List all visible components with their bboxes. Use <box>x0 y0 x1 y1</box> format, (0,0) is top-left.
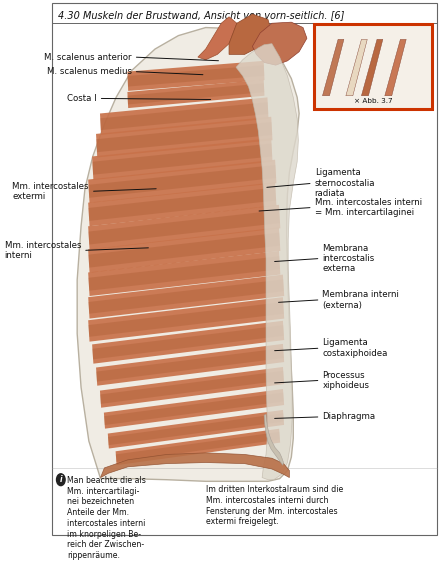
Circle shape <box>56 474 65 486</box>
Polygon shape <box>88 160 276 203</box>
Polygon shape <box>100 453 290 478</box>
Text: Costa I: Costa I <box>67 94 97 103</box>
Text: Membrana interni
(externa): Membrana interni (externa) <box>323 290 400 309</box>
Polygon shape <box>385 39 406 96</box>
Polygon shape <box>264 414 283 465</box>
Polygon shape <box>116 429 280 465</box>
Polygon shape <box>323 39 344 96</box>
Text: Man beachte die als
Mm. intercartilagi-
nei bezeichneten
Anteile der Mm.
interco: Man beachte die als Mm. intercartilagi- … <box>67 476 146 560</box>
Polygon shape <box>92 138 272 180</box>
Polygon shape <box>88 165 276 198</box>
Polygon shape <box>100 102 268 130</box>
Polygon shape <box>77 27 299 481</box>
FancyBboxPatch shape <box>314 24 432 109</box>
Polygon shape <box>88 182 276 226</box>
Polygon shape <box>100 97 268 135</box>
Polygon shape <box>88 302 284 337</box>
Text: × Abb. 3.7: × Abb. 3.7 <box>354 98 392 104</box>
Text: Processus
xiphoideus: Processus xiphoideus <box>323 371 370 390</box>
Text: M. scalenus medius: M. scalenus medius <box>47 67 132 76</box>
Polygon shape <box>88 210 280 244</box>
Polygon shape <box>236 43 298 480</box>
Text: 4.30 Muskeln der Brustwand, Ansicht von vorn-seitlich. [6]: 4.30 Muskeln der Brustwand, Ansicht von … <box>58 10 344 19</box>
Text: Membrana
intercostalis
externa: Membrana intercostalis externa <box>323 244 375 273</box>
Polygon shape <box>108 414 284 445</box>
Text: Ligamenta
sternocostalia
radiata: Ligamenta sternocostalia radiata <box>315 168 375 198</box>
Polygon shape <box>88 233 280 268</box>
Polygon shape <box>88 275 284 319</box>
Text: Diaphragma: Diaphragma <box>323 412 376 422</box>
Text: i: i <box>59 475 62 484</box>
Polygon shape <box>88 188 276 221</box>
Polygon shape <box>96 122 272 152</box>
Polygon shape <box>116 432 280 462</box>
Text: Mm. intercostales
interni: Mm. intercostales interni <box>4 241 81 260</box>
Polygon shape <box>128 65 264 86</box>
Polygon shape <box>100 371 284 404</box>
Text: Mm. intercostales
extermi: Mm. intercostales extermi <box>12 182 89 201</box>
Polygon shape <box>88 256 280 291</box>
Polygon shape <box>104 392 284 425</box>
Polygon shape <box>346 39 367 96</box>
Polygon shape <box>104 389 284 428</box>
Text: Mm. intercostales interni
= Mm. intercartilaginei: Mm. intercostales interni = Mm. intercar… <box>315 198 422 217</box>
Polygon shape <box>88 205 280 250</box>
Polygon shape <box>88 251 280 296</box>
Polygon shape <box>108 410 284 448</box>
Polygon shape <box>229 14 272 54</box>
Polygon shape <box>92 144 272 174</box>
Polygon shape <box>92 321 284 364</box>
Polygon shape <box>128 61 264 91</box>
Text: M. scalenus anterior: M. scalenus anterior <box>44 53 132 62</box>
Polygon shape <box>96 344 284 386</box>
Polygon shape <box>92 325 284 359</box>
Polygon shape <box>253 22 307 65</box>
Text: Ligamenta
costaxiphoidea: Ligamenta costaxiphoidea <box>323 339 388 358</box>
Polygon shape <box>198 17 237 59</box>
Polygon shape <box>96 117 272 157</box>
Polygon shape <box>88 227 280 273</box>
Polygon shape <box>88 280 284 314</box>
Polygon shape <box>128 80 264 108</box>
Polygon shape <box>128 84 264 105</box>
Polygon shape <box>88 297 284 341</box>
Polygon shape <box>100 367 284 408</box>
Text: Im dritten Interkostalraum sind die
Mm. intercostales interni durch
Fensterung d: Im dritten Interkostalraum sind die Mm. … <box>205 485 343 526</box>
Polygon shape <box>361 39 383 96</box>
Polygon shape <box>96 348 284 382</box>
